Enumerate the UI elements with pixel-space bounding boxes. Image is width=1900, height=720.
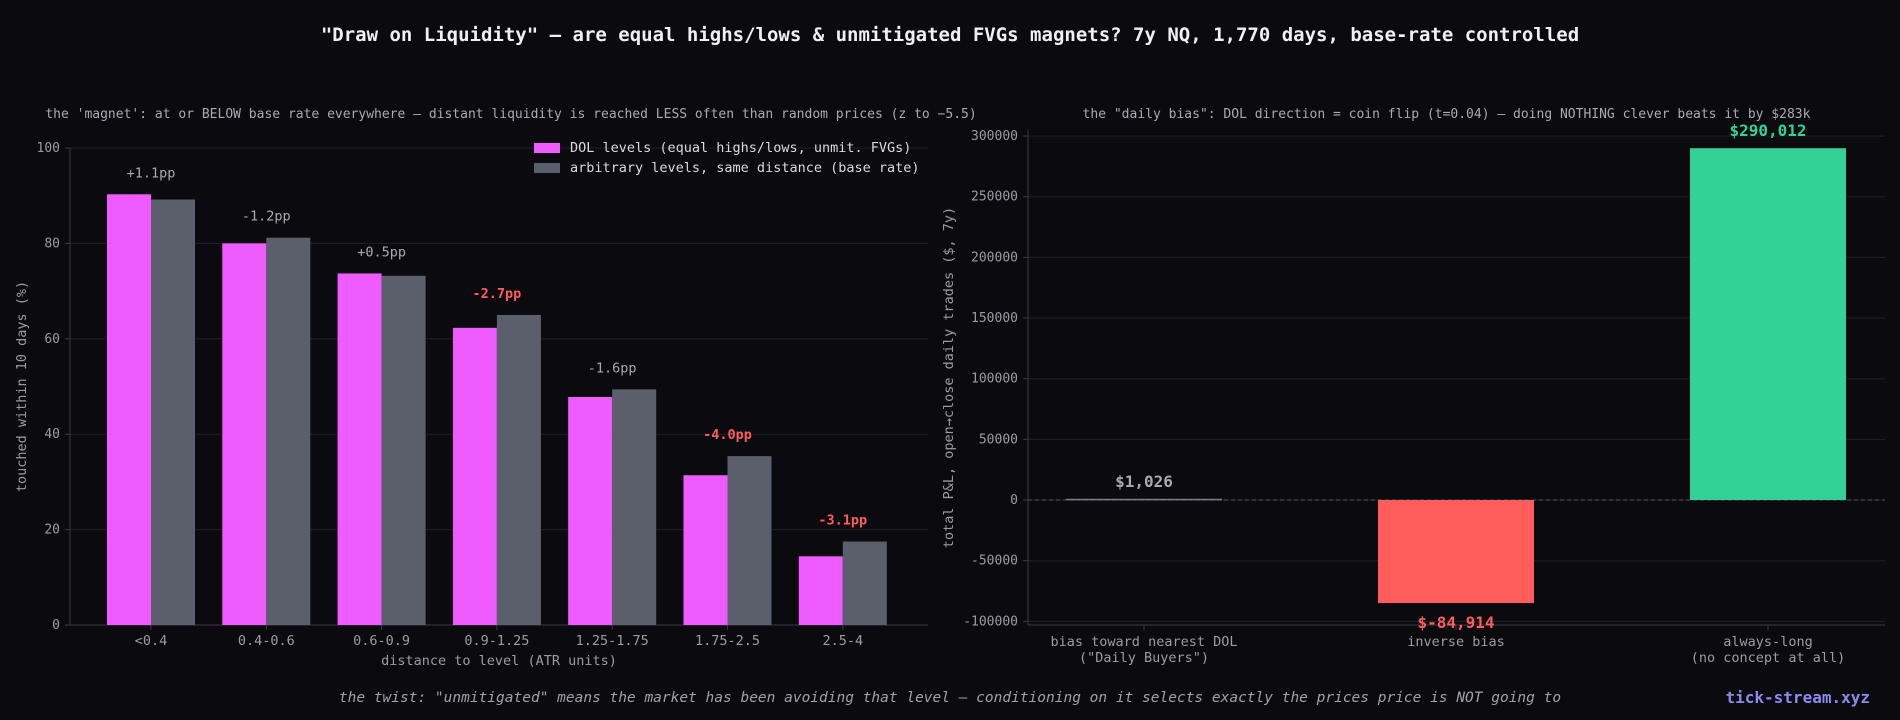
x-tick-label: ("Daily Buyers")	[1079, 650, 1209, 666]
x-tick-label: 0.4-0.6	[238, 633, 295, 649]
y-axis-label: touched within 10 days (%)	[14, 281, 30, 492]
y-tick-label: -50000	[971, 554, 1018, 569]
delta-annotation: +0.5pp	[357, 244, 406, 260]
value-label: $1,026	[1115, 472, 1173, 491]
legend-swatch	[534, 143, 560, 153]
bar-pnl	[1066, 498, 1222, 501]
bar-pnl	[1378, 500, 1534, 604]
brand-link[interactable]: tick-stream.xyz	[1725, 688, 1871, 707]
footer-note: the twist: "unmitigated" means the marke…	[338, 690, 1562, 706]
bar-dol	[683, 475, 728, 625]
x-axis-label: distance to level (ATR units)	[381, 653, 617, 669]
bar-dol	[568, 396, 613, 625]
y-tick-label: 20	[44, 523, 60, 538]
value-label: $290,012	[1729, 121, 1806, 140]
bar-dol	[452, 327, 497, 625]
delta-annotation: +1.1pp	[127, 165, 176, 181]
left-chart-title: the 'magnet': at or BELOW base rate ever…	[45, 107, 976, 122]
y-tick-label: 300000	[971, 129, 1018, 144]
x-tick-label: 0.6-0.9	[353, 633, 410, 649]
x-tick-label: always-long	[1723, 634, 1812, 650]
right-chart-title: the "daily bias": DOL direction = coin f…	[1083, 107, 1811, 122]
y-tick-label: 150000	[971, 311, 1018, 326]
x-tick-label: 1.75-2.5	[695, 633, 760, 649]
y-tick-label: 0	[1010, 493, 1018, 508]
x-tick-label: 1.25-1.75	[576, 633, 649, 649]
y-tick-label: 50000	[979, 432, 1018, 447]
bar-base-rate	[612, 389, 657, 625]
x-tick-label: (no concept at all)	[1691, 650, 1845, 666]
legend-swatch	[534, 163, 560, 173]
y-tick-label: 80	[44, 236, 60, 251]
delta-annotation: -1.6pp	[588, 360, 637, 376]
x-tick-label: 2.5-4	[822, 633, 863, 649]
x-tick-label: 0.9-1.25	[464, 633, 529, 649]
y-tick-label: 0	[52, 618, 60, 633]
bar-base-rate	[496, 314, 541, 625]
delta-annotation: -1.2pp	[242, 209, 291, 225]
y-tick-label: 40	[44, 427, 60, 442]
charts-canvas: the 'magnet': at or BELOW base rate ever…	[14, 107, 1885, 669]
legend-entry: DOL levels (equal highs/lows, unmit. FVG…	[570, 140, 911, 156]
y-axis-label: total P&L, open→close daily trades ($, 7…	[941, 207, 957, 548]
y-tick-label: 100000	[971, 372, 1018, 387]
right-chart-daily-bias-pnl: the "daily bias": DOL direction = coin f…	[941, 107, 1885, 666]
x-tick-label: inverse bias	[1407, 634, 1505, 650]
left-chart-touch-rate: the 'magnet': at or BELOW base rate ever…	[14, 107, 977, 669]
y-tick-label: 60	[44, 332, 60, 347]
bar-base-rate	[266, 237, 311, 625]
bar-dol	[222, 243, 267, 625]
bar-dol	[107, 194, 151, 626]
bar-base-rate	[842, 541, 887, 625]
delta-annotation: -4.0pp	[703, 427, 752, 443]
y-tick-label: -100000	[963, 614, 1018, 629]
bar-base-rate	[381, 275, 426, 625]
bar-base-rate	[727, 456, 772, 625]
value-label: $-84,914	[1417, 613, 1494, 632]
delta-annotation: -3.1pp	[818, 513, 867, 529]
bar-dol	[798, 556, 843, 625]
bar-dol	[337, 273, 382, 625]
bar-base-rate	[151, 199, 195, 626]
delta-annotation: -2.7pp	[473, 286, 522, 302]
x-tick-label: bias toward nearest DOL	[1051, 634, 1238, 650]
y-tick-label: 250000	[971, 190, 1018, 205]
y-tick-label: 200000	[971, 250, 1018, 265]
main-title: "Draw on Liquidity" — are equal highs/lo…	[320, 24, 1580, 46]
legend-entry: arbitrary levels, same distance (base ra…	[570, 160, 920, 176]
x-tick-label: <0.4	[135, 633, 168, 649]
y-tick-label: 100	[37, 141, 60, 156]
bar-pnl	[1690, 148, 1846, 501]
